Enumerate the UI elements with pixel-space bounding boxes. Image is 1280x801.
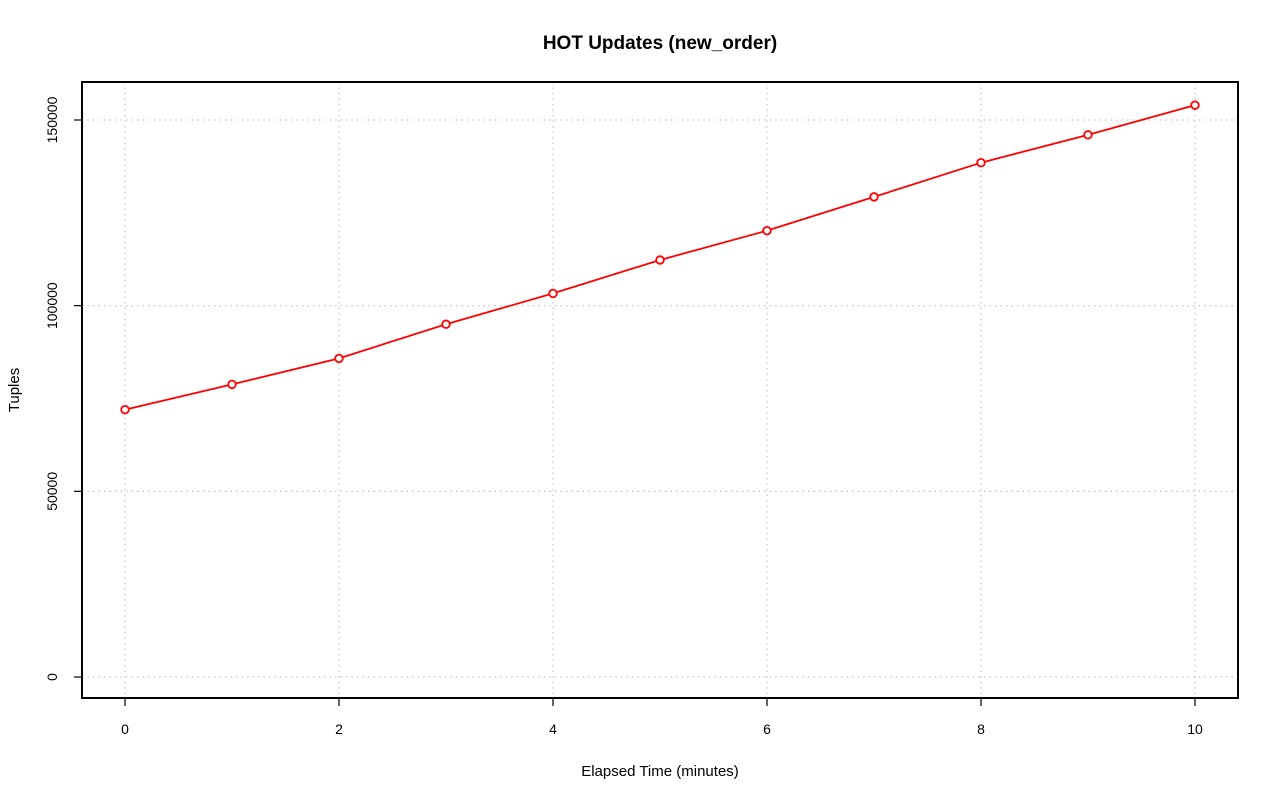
data-point — [869, 192, 879, 202]
y-tick-label: 50000 — [44, 472, 60, 511]
data-point — [120, 404, 130, 415]
data-point — [548, 288, 558, 299]
chart-title: HOT Updates (new_order) — [543, 33, 777, 54]
x-axis: 0 2 4 6 8 10 — [121, 698, 1203, 737]
x-tick-label: 4 — [549, 721, 557, 737]
series-layer — [120, 100, 1200, 415]
data-point — [976, 158, 986, 168]
x-tick-label: 0 — [121, 721, 129, 737]
data-point — [1083, 130, 1093, 140]
data-point — [227, 379, 237, 390]
x-tick-label: 2 — [335, 721, 343, 737]
plot-frame — [81, 81, 1239, 699]
y-axis-title: Tuples — [6, 368, 23, 412]
x-tick-label: 8 — [977, 721, 985, 737]
y-tick-label: 100000 — [44, 282, 60, 329]
x-tick-label: 6 — [763, 721, 771, 737]
data-point — [762, 225, 772, 236]
data-point — [1190, 100, 1200, 110]
x-axis-title: Elapsed Time (minutes) — [581, 763, 739, 780]
data-point — [655, 255, 665, 265]
data-point — [441, 319, 451, 329]
y-tick-label: 0 — [44, 673, 60, 681]
y-tick-label: 150000 — [44, 96, 60, 143]
x-tick-label: 10 — [1187, 721, 1203, 737]
data-point — [334, 353, 344, 364]
grid-lines — [82, 82, 1238, 698]
y-axis: 0 50000 100000 150000 — [44, 96, 82, 681]
